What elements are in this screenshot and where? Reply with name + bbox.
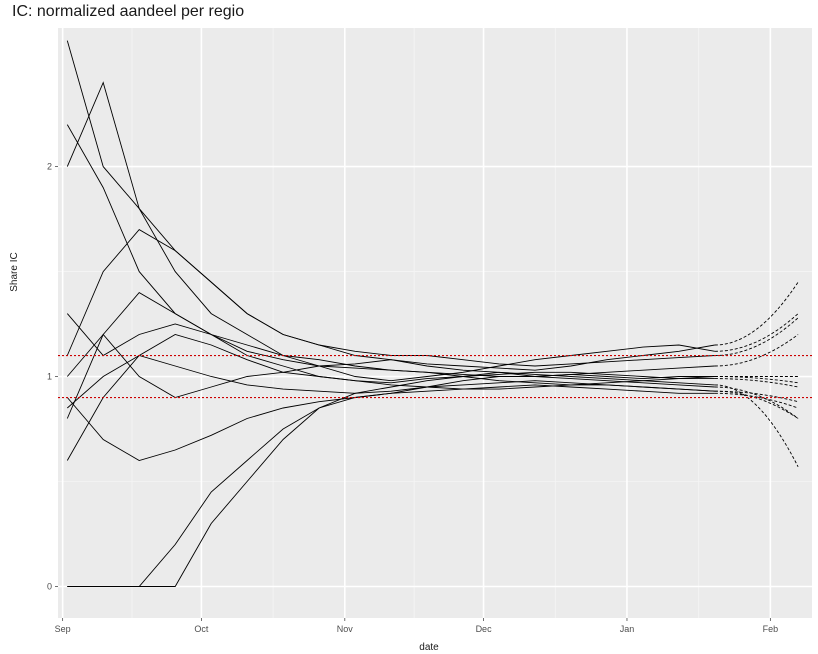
series-forecast-line xyxy=(714,317,799,356)
x-axis-ticks: Sep Oct Nov Dec Jan Feb xyxy=(55,618,779,634)
series-forecast-line xyxy=(714,386,799,419)
x-tick-label: Jan xyxy=(620,624,635,634)
y-axis-ticks: 0 1 2 xyxy=(47,162,58,592)
y-axis-title: Share IC xyxy=(9,252,20,291)
x-tick-label: Nov xyxy=(337,624,354,634)
x-axis-title: date xyxy=(419,642,439,653)
series-line xyxy=(67,371,715,587)
series-forecast-line xyxy=(714,384,799,468)
series-forecast-line xyxy=(714,376,799,384)
series-forecast-line xyxy=(714,390,799,403)
reference-lines xyxy=(58,354,812,399)
series-forecast-line xyxy=(714,378,799,388)
x-tick-label: Sep xyxy=(55,624,71,634)
series-lines xyxy=(66,40,799,587)
y-tick-label: 0 xyxy=(47,582,52,592)
x-tick-label: Oct xyxy=(194,624,209,634)
series-line xyxy=(66,384,715,461)
chart-title: IC: normalized aandeel per regio xyxy=(12,3,245,20)
series-forecast-line xyxy=(714,390,799,419)
series-forecast-line xyxy=(714,392,799,409)
series-line xyxy=(66,81,715,382)
series-forecast-line xyxy=(714,334,799,367)
grid-lines xyxy=(58,28,812,618)
series-line xyxy=(66,334,715,461)
series-forecast-line xyxy=(714,281,799,346)
x-tick-label: Dec xyxy=(476,624,493,634)
series-forecast-line xyxy=(714,313,799,352)
x-tick-label: Feb xyxy=(763,624,779,634)
plot-panel xyxy=(58,28,812,618)
series-line xyxy=(66,124,715,392)
y-tick-label: 2 xyxy=(47,162,52,172)
y-tick-label: 1 xyxy=(47,372,52,382)
